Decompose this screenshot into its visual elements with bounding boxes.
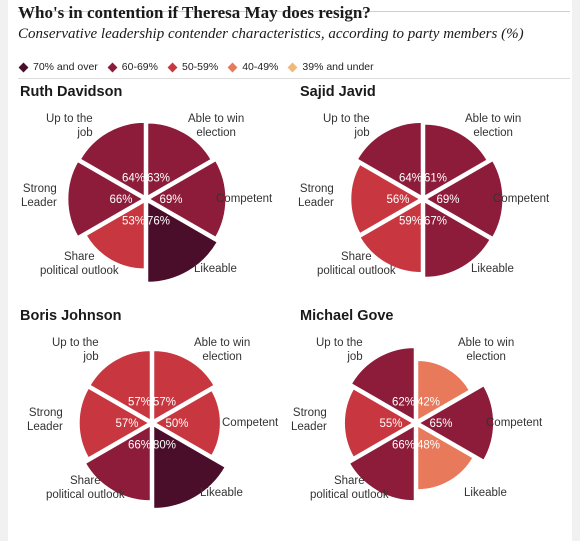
value-label-michael-gove-0: 42% — [417, 396, 440, 408]
value-label-boris-johnson-4: 57% — [115, 418, 138, 430]
value-label-ruth-davidson-3: 53% — [122, 216, 145, 228]
value-label-sajid-javid-3: 59% — [399, 216, 422, 228]
polar-chart-michael-gove: 42% 65% 48%66% 55% 62% — [343, 346, 495, 502]
wedge-boris-johnson-1 — [153, 389, 222, 457]
value-label-sajid-javid-1: 69% — [436, 194, 459, 206]
value-label-michael-gove-1: 65% — [429, 418, 452, 430]
value-label-michael-gove-4: 55% — [379, 418, 402, 430]
value-label-sajid-javid-0: 61% — [424, 172, 447, 184]
wedge-michael-gove-1 — [417, 384, 495, 462]
page: Who's in contention if Theresa May does … — [8, 0, 572, 541]
legend-label: 50-59% — [182, 61, 219, 73]
value-label-ruth-davidson-4: 66% — [109, 194, 132, 206]
category-label-sajid-javid-2: Likeable — [471, 263, 514, 275]
category-label-ruth-davidson-2: Likeable — [194, 263, 237, 275]
category-label-boris-johnson-3: Share political outlook — [46, 475, 125, 501]
value-label-sajid-javid-4: 56% — [386, 194, 409, 206]
charts-area: 63% 69% 76% 53% 66% 64% 61% 69% 67% 59% 56% 64% 57% 5… — [8, 0, 572, 541]
category-label-michael-gove-0: Able to win election — [458, 337, 515, 363]
legend-label: 60-69% — [121, 61, 158, 73]
panel-title-boris-johnson: Boris Johnson — [20, 308, 122, 324]
legend-label: 40-49% — [242, 61, 279, 73]
legend-item-50-59: 50-59% — [167, 61, 218, 73]
wedge-sajid-javid-2 — [423, 200, 492, 279]
value-label-ruth-davidson-2: 76% — [147, 216, 170, 228]
polar-charts-svg: 63%69%76%53%66%64% 61%69%67%59%56%64%57%5… — [66, 121, 504, 510]
wedge-boris-johnson-2 — [152, 424, 227, 510]
category-label-michael-gove-3: Share political outlook — [310, 475, 389, 501]
category-label-ruth-davidson-3: Share political outlook — [40, 251, 119, 277]
category-label-ruth-davidson-4: Strong Leader — [21, 183, 57, 209]
value-label-boris-johnson-3: 66% — [128, 440, 151, 452]
category-label-michael-gove-5: Up to the job — [316, 337, 363, 363]
value-label-boris-johnson-1: 50% — [165, 418, 188, 430]
value-label-sajid-javid-5: 64% — [399, 172, 422, 184]
panel-title-ruth-davidson: Ruth Davidson — [20, 84, 123, 100]
divider — [18, 78, 570, 79]
category-label-ruth-davidson-0: Able to win election — [188, 113, 245, 139]
value-label-michael-gove-5: 62% — [392, 396, 415, 408]
value-label-ruth-davidson-0: 63% — [147, 172, 170, 184]
value-label-boris-johnson-0: 57% — [153, 396, 176, 408]
legend-label: 70% and over — [33, 61, 98, 73]
category-label-sajid-javid-3: Share political outlook — [317, 251, 396, 277]
wedge-michael-gove-3 — [348, 424, 416, 502]
category-label-sajid-javid-4: Strong Leader — [298, 183, 334, 209]
chart-subtitle: Conservative leadership contender charac… — [18, 26, 524, 42]
value-label-sajid-javid-2: 67% — [424, 216, 447, 228]
category-label-ruth-davidson-5: Up to the job — [46, 113, 93, 139]
category-label-sajid-javid-5: Up to the job — [323, 113, 370, 139]
value-label-michael-gove-2: 48% — [417, 440, 440, 452]
panel-title-sajid-javid: Sajid Javid — [300, 84, 376, 100]
category-label-boris-johnson-4: Strong Leader — [27, 407, 63, 433]
category-label-boris-johnson-0: Able to win election — [194, 337, 251, 363]
wedge-sajid-javid-4 — [349, 163, 422, 235]
wedge-michael-gove-0 — [416, 359, 471, 422]
category-label-boris-johnson-2: Likeable — [200, 487, 243, 499]
wedge-ruth-davidson-0 — [146, 121, 213, 198]
legend-item-40-49: 40-49% — [227, 61, 278, 73]
legend-item-70-plus: 70% and over — [18, 61, 98, 73]
category-label-michael-gove-2: Likeable — [464, 487, 507, 499]
panel-title-michael-gove: Michael Gove — [300, 308, 394, 324]
value-label-ruth-davidson-1: 69% — [159, 194, 182, 206]
polar-chart-sajid-javid: 61% 69% 67%59% 56% 64% — [349, 121, 504, 279]
category-label-michael-gove-1: Competent — [486, 417, 543, 429]
wedge-sajid-javid-0 — [423, 123, 489, 198]
legend-label: 39% and under — [302, 61, 374, 73]
chart-title: Who's in contention if Theresa May does … — [18, 3, 371, 22]
legend-item-39-under: 39% and under — [287, 61, 374, 73]
wedge-boris-johnson-0 — [152, 349, 216, 422]
value-label-boris-johnson-2: 80% — [153, 440, 176, 452]
category-label-michael-gove-4: Strong Leader — [291, 407, 327, 433]
wedge-ruth-davidson-3 — [84, 200, 146, 270]
wedge-boris-johnson-3 — [84, 424, 152, 502]
legend: 70% and over 60-69% 50-59% 40-49% 39% an… — [18, 59, 383, 75]
wedge-ruth-davidson-2 — [146, 200, 219, 284]
title-rule — [18, 11, 570, 12]
wedge-michael-gove-5 — [350, 346, 416, 422]
wedge-ruth-davidson-5 — [79, 121, 146, 198]
wedge-boris-johnson-4 — [78, 386, 151, 460]
wedge-sajid-javid-3 — [358, 200, 423, 274]
value-label-boris-johnson-5: 57% — [128, 396, 151, 408]
wedge-michael-gove-4 — [343, 387, 415, 459]
value-label-michael-gove-3: 66% — [392, 440, 415, 452]
wedge-sajid-javid-1 — [424, 159, 504, 239]
value-label-ruth-davidson-5: 64% — [122, 172, 145, 184]
polar-chart-boris-johnson: 57%50%80%66%57%57% — [78, 349, 227, 510]
wedge-sajid-javid-5 — [356, 121, 423, 198]
polar-chart-ruth-davidson: 63% 69% 76%53% 66% 64% — [66, 121, 227, 284]
wedge-michael-gove-2 — [416, 424, 475, 491]
category-label-boris-johnson-1: Competent — [222, 417, 279, 429]
category-label-sajid-javid-0: Able to win election — [465, 113, 522, 139]
category-label-ruth-davidson-1: Competent — [216, 193, 273, 205]
wedge-ruth-davidson-1 — [147, 159, 227, 239]
wedge-boris-johnson-5 — [88, 349, 152, 422]
legend-item-60-69: 60-69% — [107, 61, 158, 73]
category-label-boris-johnson-5: Up to the job — [52, 337, 99, 363]
category-label-sajid-javid-1: Competent — [493, 193, 550, 205]
wedge-ruth-davidson-4 — [66, 160, 145, 238]
